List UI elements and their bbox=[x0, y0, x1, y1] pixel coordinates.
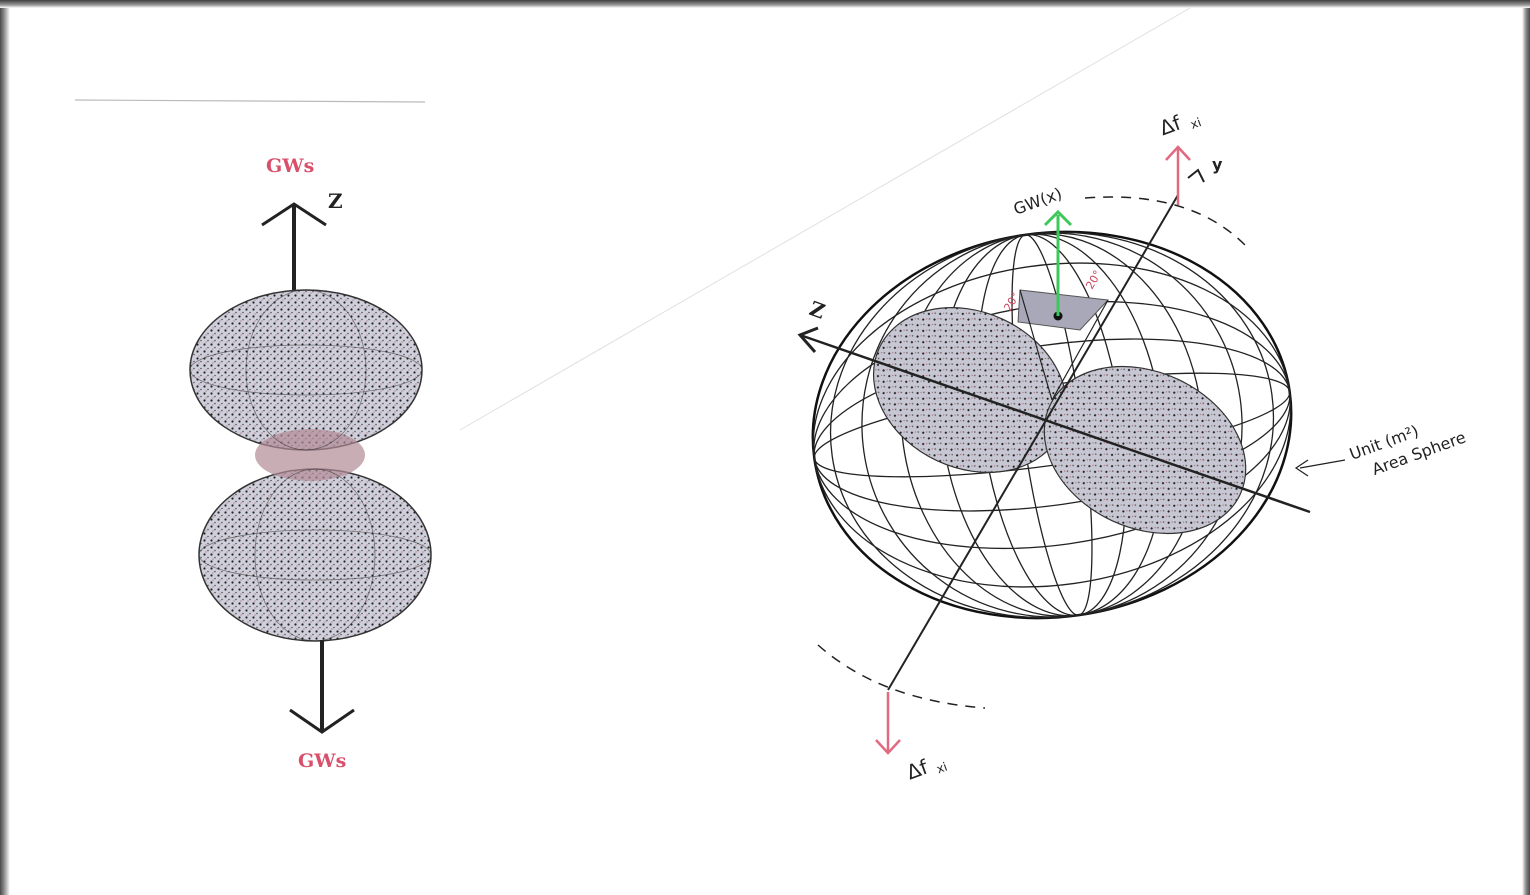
outer-dashed-arc-top bbox=[1084, 196, 1246, 246]
paper-crease-line bbox=[459, 7, 1191, 431]
left-radiation-pattern: GWs Z GWs bbox=[189, 155, 432, 772]
lobe-waist bbox=[255, 429, 365, 481]
right-z-axis-label: Z bbox=[806, 296, 828, 324]
right-lobe bbox=[1043, 365, 1247, 535]
gws-top-label: GWs bbox=[266, 155, 314, 177]
cone-edge-left bbox=[1019, 289, 1053, 401]
cone-edge-right bbox=[1051, 299, 1109, 401]
sphere-label: Unit (m²) Area Sphere bbox=[1347, 421, 1468, 479]
lower-lobe bbox=[198, 468, 432, 642]
z-axis-label: Z bbox=[328, 189, 343, 213]
gws-bottom-label: GWs bbox=[298, 750, 346, 772]
outer-dashed-arc-bottom bbox=[817, 644, 986, 709]
z-arrowhead-up bbox=[261, 202, 327, 227]
sphere-pointer-line bbox=[1299, 459, 1346, 469]
delta-f-top-sub: xi bbox=[1189, 115, 1204, 132]
delta-f-arrowhead-top bbox=[1165, 145, 1191, 161]
delta-f-bottom-label: Δf xi bbox=[903, 754, 950, 784]
y-axis-arrowhead bbox=[1187, 168, 1205, 183]
gw-x-arrowhead bbox=[1043, 209, 1073, 227]
delta-f-bottom-sub: xi bbox=[935, 760, 950, 777]
delta-f-top-label: Δf xi bbox=[1156, 110, 1204, 140]
z-arrowhead-down bbox=[289, 708, 355, 734]
page-top-edge bbox=[0, 0, 1530, 8]
y-axis-label: y bbox=[1212, 155, 1223, 174]
y-axis bbox=[887, 194, 1179, 691]
area-patch bbox=[1017, 289, 1110, 331]
angle-right-label: 20° bbox=[1083, 268, 1104, 291]
right-sphere-diagram: Z y GW(x) 20° 20° Δf xi Δf xi Unit (m²) … bbox=[797, 110, 1468, 784]
z-axis bbox=[799, 333, 1311, 514]
scan-line bbox=[74, 99, 426, 103]
delta-f-arrowhead-bottom bbox=[875, 739, 901, 755]
sphere-pointer-arrowhead bbox=[1294, 459, 1309, 477]
delta-f-top-main: Δf bbox=[1156, 110, 1185, 140]
upper-lobe bbox=[189, 289, 423, 451]
z-axis-arrowhead bbox=[797, 326, 819, 353]
delta-f-bottom-main: Δf bbox=[903, 754, 932, 784]
